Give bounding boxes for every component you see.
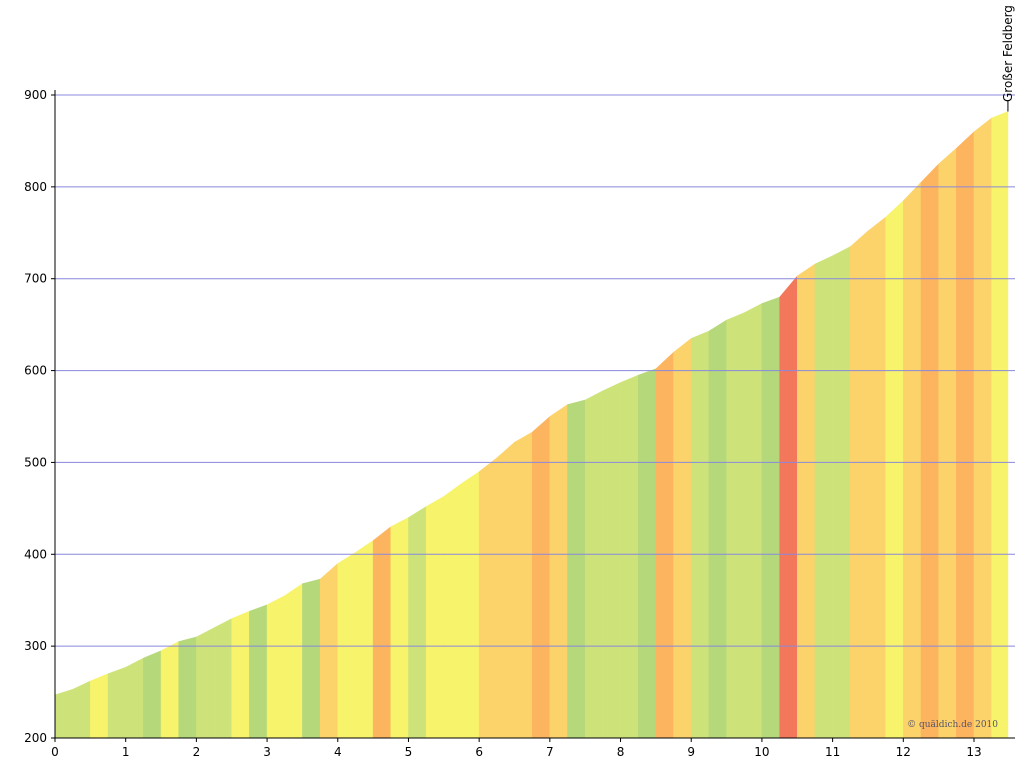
profile-segment xyxy=(90,673,109,739)
profile-segment xyxy=(107,666,126,739)
x-tick-label: 12 xyxy=(896,745,911,759)
profile-segment xyxy=(814,255,833,739)
profile-segment xyxy=(302,578,321,739)
profile-segment xyxy=(390,517,409,739)
y-tick-label: 400 xyxy=(24,547,47,561)
profile-segment xyxy=(779,275,798,739)
profile-segment xyxy=(690,330,710,739)
profile-segment xyxy=(54,688,73,739)
profile-segment xyxy=(956,131,975,739)
y-tick-label: 800 xyxy=(24,180,47,194)
profile-segment xyxy=(743,303,763,739)
profile-segment xyxy=(673,337,692,739)
profile-segment xyxy=(443,483,462,739)
x-tick-label: 1 xyxy=(122,745,130,759)
y-tick-label: 700 xyxy=(24,272,47,286)
profile-segment xyxy=(832,246,851,739)
y-tick-label: 500 xyxy=(24,455,47,469)
profile-segment xyxy=(231,610,250,739)
profile-segment xyxy=(72,680,91,739)
x-tick-label: 8 xyxy=(617,745,625,759)
profile-segment xyxy=(461,471,480,739)
profile-segment xyxy=(249,604,268,739)
profile-segment xyxy=(178,636,197,739)
x-tick-label: 6 xyxy=(475,745,483,759)
credit: © quäldich.de 2010 xyxy=(907,720,998,730)
profile-segment xyxy=(355,540,374,739)
profile-segment xyxy=(726,312,745,739)
y-tick-label: 600 xyxy=(24,364,47,378)
profile-segment xyxy=(478,457,498,739)
profile-segment xyxy=(655,351,674,739)
profile-segment xyxy=(143,650,162,739)
x-tick-label: 10 xyxy=(754,745,769,759)
y-tick-label: 200 xyxy=(24,731,47,745)
profile-segment xyxy=(408,506,427,739)
profile-segment xyxy=(284,583,303,739)
x-tick-label: 3 xyxy=(263,745,271,759)
x-tick-label: 11 xyxy=(825,745,840,759)
profile-segment xyxy=(708,319,727,739)
profile-segment xyxy=(425,495,445,739)
profile-segment xyxy=(637,368,657,739)
x-tick-label: 0 xyxy=(51,745,59,759)
profile-segment xyxy=(885,200,904,739)
x-tick-label: 5 xyxy=(405,745,413,759)
profile-segment xyxy=(125,657,144,739)
profile-segment xyxy=(920,163,939,739)
profile-segment xyxy=(567,399,586,739)
y-tick-label: 900 xyxy=(24,88,47,102)
x-tick-label: 7 xyxy=(546,745,554,759)
profile-segment xyxy=(213,618,232,739)
x-tick-label: 9 xyxy=(687,745,695,759)
profile-segment xyxy=(531,415,551,739)
profile-segment xyxy=(337,551,356,739)
x-tick-label: 2 xyxy=(193,745,201,759)
profile-segment xyxy=(196,627,215,739)
profile-segment xyxy=(903,181,922,739)
x-tick-label: 13 xyxy=(966,745,981,759)
y-tick-label: 300 xyxy=(24,639,47,653)
profile-segment xyxy=(584,390,604,739)
x-tick-label: 4 xyxy=(334,745,342,759)
profile-segment xyxy=(867,216,886,739)
profile-segment xyxy=(602,382,621,739)
profile-segment xyxy=(761,296,780,739)
profile-segment xyxy=(991,111,1009,739)
profile-segment xyxy=(973,117,992,739)
profile-segment xyxy=(938,147,957,739)
profile-segment xyxy=(620,374,639,739)
profile-segment xyxy=(160,641,179,739)
profile-segment xyxy=(797,263,816,739)
summit-label: Großer Feldberg xyxy=(1001,5,1015,102)
profile-segment xyxy=(372,526,392,739)
profile-segment xyxy=(549,404,568,739)
profile-segment xyxy=(514,431,533,739)
profile-segment xyxy=(266,595,285,739)
profile-segment xyxy=(850,230,869,739)
profile-segment xyxy=(496,441,515,739)
profile-segment xyxy=(319,562,339,739)
